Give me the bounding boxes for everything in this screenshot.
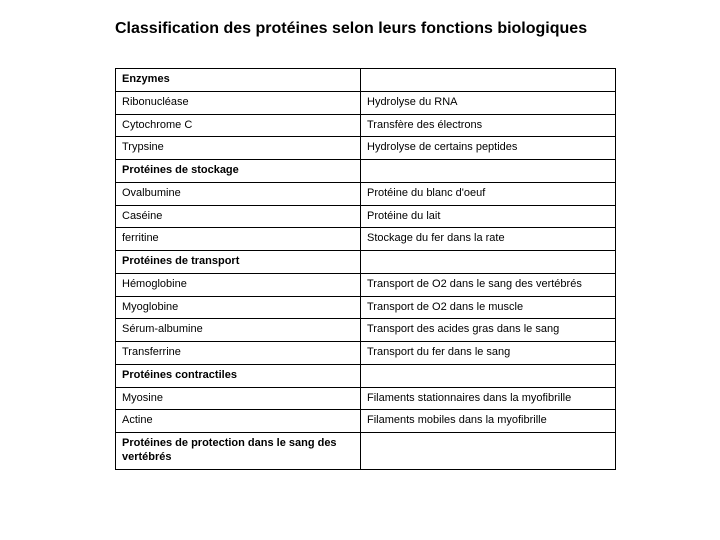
protein-function-cell: Transport des acides gras dans le sang xyxy=(361,319,616,342)
protein-name-cell: Trypsine xyxy=(116,137,361,160)
protein-function-cell: Transfère des électrons xyxy=(361,114,616,137)
table-row: TransferrineTransport du fer dans le san… xyxy=(116,342,616,365)
protein-function-cell: Hydrolyse de certains peptides xyxy=(361,137,616,160)
table-row: Cytochrome CTransfère des électrons xyxy=(116,114,616,137)
protein-name-cell: Ovalbumine xyxy=(116,182,361,205)
protein-name-cell: Myosine xyxy=(116,387,361,410)
table-row: Sérum-albumineTransport des acides gras … xyxy=(116,319,616,342)
table-row: OvalbumineProtéine du blanc d'oeuf xyxy=(116,182,616,205)
category-empty-cell xyxy=(361,433,616,470)
table-row: MyoglobineTransport de O2 dans le muscle xyxy=(116,296,616,319)
protein-function-cell: Hydrolyse du RNA xyxy=(361,91,616,114)
table-row: Protéines de protection dans le sang des… xyxy=(116,433,616,470)
table-row: Enzymes xyxy=(116,69,616,92)
protein-name-cell: Caséine xyxy=(116,205,361,228)
category-empty-cell xyxy=(361,69,616,92)
protein-name-cell: Myoglobine xyxy=(116,296,361,319)
category-empty-cell xyxy=(361,251,616,274)
protein-function-cell: Protéine du blanc d'oeuf xyxy=(361,182,616,205)
protein-function-cell: Transport de O2 dans le sang des vertébr… xyxy=(361,273,616,296)
table-row: MyosineFilaments stationnaires dans la m… xyxy=(116,387,616,410)
category-cell: Protéines de transport xyxy=(116,251,361,274)
category-empty-cell xyxy=(361,160,616,183)
category-cell: Enzymes xyxy=(116,69,361,92)
protein-function-cell: Transport du fer dans le sang xyxy=(361,342,616,365)
protein-function-cell: Transport de O2 dans le muscle xyxy=(361,296,616,319)
table-row: Protéines contractiles xyxy=(116,364,616,387)
table-row: ActineFilaments mobiles dans la myofibri… xyxy=(116,410,616,433)
protein-table: EnzymesRibonucléaseHydrolyse du RNACytoc… xyxy=(115,68,616,470)
table-row: RibonucléaseHydrolyse du RNA xyxy=(116,91,616,114)
category-cell: Protéines contractiles xyxy=(116,364,361,387)
page: Classification des protéines selon leurs… xyxy=(0,0,720,470)
protein-name-cell: Actine xyxy=(116,410,361,433)
category-cell: Protéines de protection dans le sang des… xyxy=(116,433,361,470)
protein-name-cell: Sérum-albumine xyxy=(116,319,361,342)
protein-function-cell: Protéine du lait xyxy=(361,205,616,228)
table-row: HémoglobineTransport de O2 dans le sang … xyxy=(116,273,616,296)
table-row: CaséineProtéine du lait xyxy=(116,205,616,228)
protein-name-cell: ferritine xyxy=(116,228,361,251)
table-row: Protéines de stockage xyxy=(116,160,616,183)
protein-function-cell: Filaments stationnaires dans la myofibri… xyxy=(361,387,616,410)
protein-function-cell: Stockage du fer dans la rate xyxy=(361,228,616,251)
protein-name-cell: Transferrine xyxy=(116,342,361,365)
table-row: TrypsineHydrolyse de certains peptides xyxy=(116,137,616,160)
category-empty-cell xyxy=(361,364,616,387)
table-row: Protéines de transport xyxy=(116,251,616,274)
page-title: Classification des protéines selon leurs… xyxy=(115,20,660,38)
protein-function-cell: Filaments mobiles dans la myofibrille xyxy=(361,410,616,433)
protein-name-cell: Cytochrome C xyxy=(116,114,361,137)
protein-name-cell: Ribonucléase xyxy=(116,91,361,114)
protein-name-cell: Hémoglobine xyxy=(116,273,361,296)
table-row: ferritineStockage du fer dans la rate xyxy=(116,228,616,251)
category-cell: Protéines de stockage xyxy=(116,160,361,183)
